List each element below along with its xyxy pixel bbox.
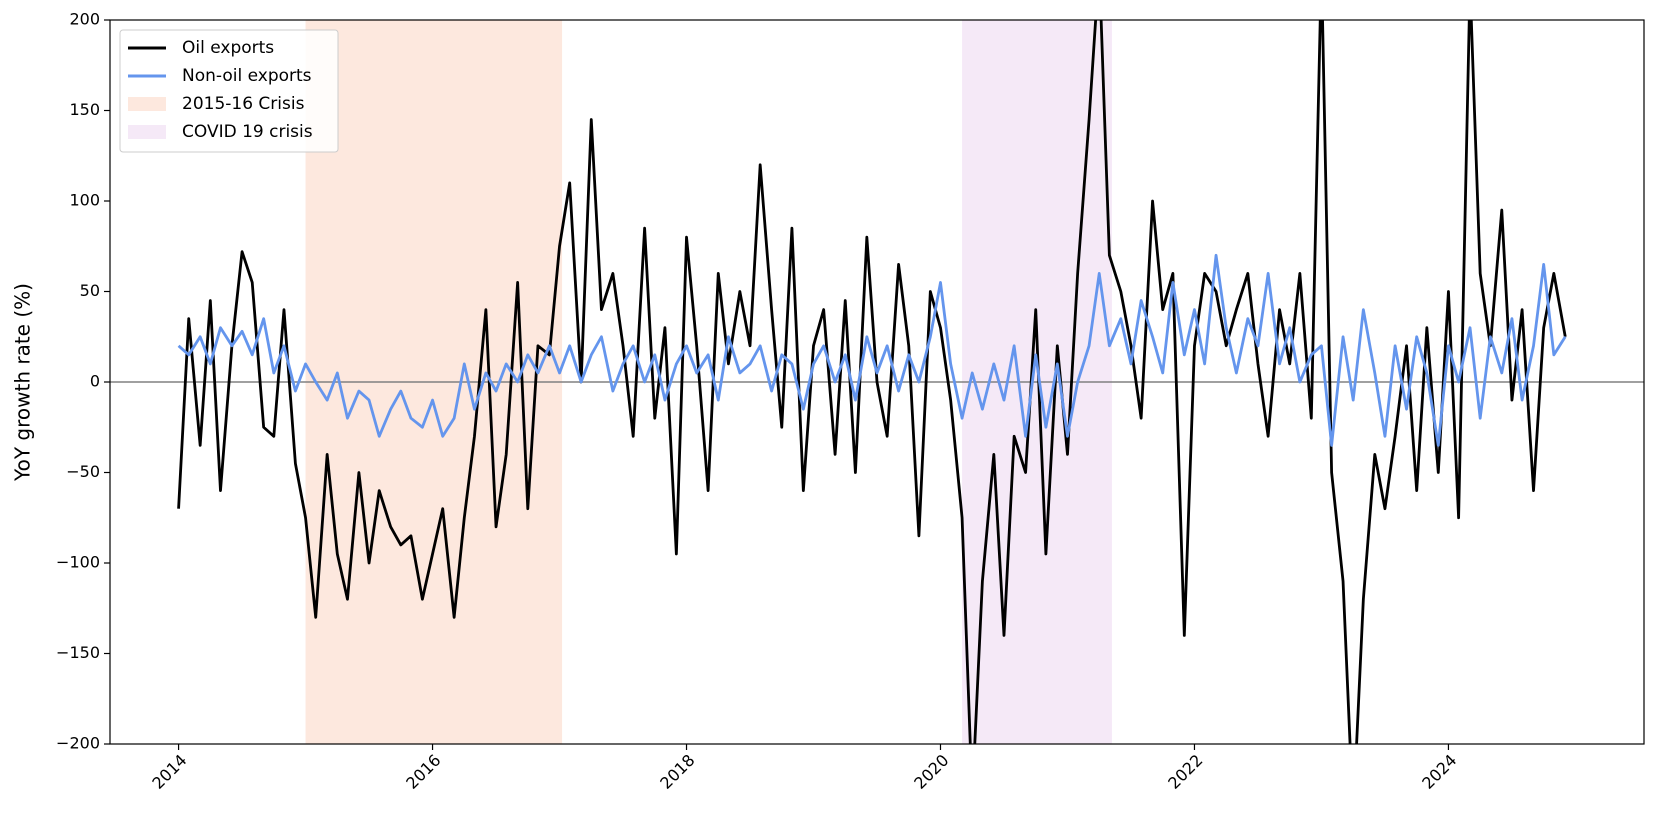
y-tick-label: 0 [90, 372, 100, 391]
y-tick-label: −200 [56, 734, 100, 753]
legend-box [119, 29, 339, 153]
legend-label: COVID 19 crisis [182, 122, 313, 142]
x-tick-label: 2014 [148, 751, 190, 793]
y-tick-label: 150 [69, 100, 100, 119]
x-tick-label: 2020 [910, 751, 952, 793]
legend-label: Oil exports [182, 38, 274, 58]
x-tick-label: 2022 [1164, 751, 1206, 793]
x-tick-label: 2024 [1418, 751, 1460, 793]
y-tick-label: 100 [69, 191, 100, 210]
y-tick-label: −150 [56, 643, 100, 662]
x-tick-label: 2016 [402, 751, 444, 793]
series-line [177, 253, 1567, 447]
y-tick-label: 50 [80, 281, 100, 300]
legend-label: Non-oil exports [182, 66, 312, 86]
series-line [177, 20, 1567, 744]
y-tick-label: −50 [66, 462, 100, 481]
x-tick-label: 2018 [656, 751, 698, 793]
legend-swatch [128, 97, 166, 111]
legend-label: 2015-16 Crisis [182, 94, 305, 114]
y-axis-label: YoY growth rate (%) [11, 283, 35, 482]
plot-area [110, 20, 1644, 744]
y-tick-label: −100 [56, 553, 100, 572]
legend-swatch [128, 125, 166, 139]
y-tick-label: 200 [69, 10, 100, 29]
